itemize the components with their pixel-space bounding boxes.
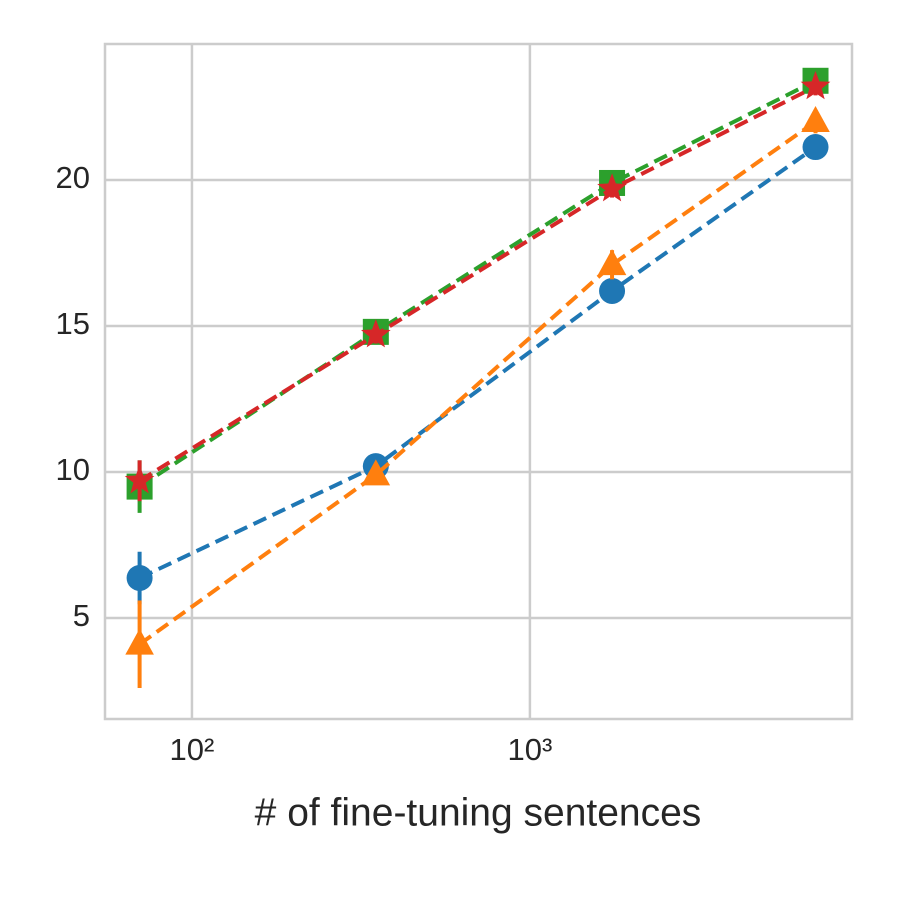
y-tick-label: 5 xyxy=(73,598,90,633)
marker xyxy=(360,319,391,348)
marker xyxy=(597,249,627,276)
marker xyxy=(800,71,831,100)
marker xyxy=(125,628,154,655)
marker xyxy=(599,277,626,304)
marker xyxy=(124,465,155,494)
marker xyxy=(802,134,829,161)
y-tick-label: 20 xyxy=(56,160,90,195)
series-line xyxy=(138,145,817,580)
series-line xyxy=(138,120,817,646)
marker xyxy=(126,564,153,591)
x-tick-label: 10³ xyxy=(508,732,553,767)
series-line xyxy=(138,84,817,483)
series-line xyxy=(138,78,817,489)
y-tick-label: 15 xyxy=(56,306,90,341)
marker xyxy=(361,459,391,486)
x-tick-label: 10² xyxy=(170,732,215,767)
y-tick-label: 10 xyxy=(56,452,90,487)
marker xyxy=(801,106,830,133)
x-axis-label: # of fine-tuning sentences xyxy=(255,791,702,834)
marker xyxy=(597,173,627,202)
